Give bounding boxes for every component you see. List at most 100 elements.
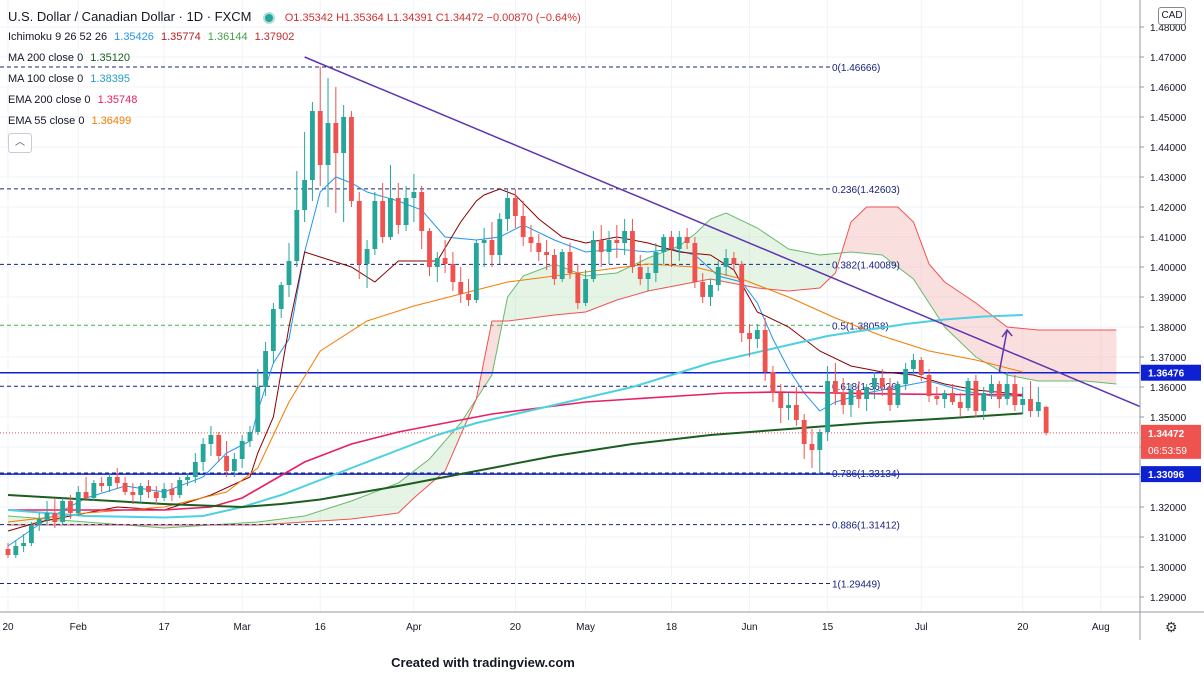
ichimoku-span-a-value: 1.36144 xyxy=(207,31,248,43)
price-tick-label: 1.44000 xyxy=(1150,143,1187,154)
legend-ema55[interactable]: EMA 55 close 0 1.36499 xyxy=(8,111,581,132)
currency-badge[interactable]: CAD xyxy=(1158,7,1186,25)
time-tick-label: Jun xyxy=(741,622,757,633)
candle-body xyxy=(622,231,628,243)
candle-body xyxy=(216,435,222,456)
candle-body xyxy=(388,198,393,237)
candle-body xyxy=(606,240,612,252)
drawings xyxy=(304,56,1187,427)
candle-body xyxy=(754,330,760,339)
candle-body xyxy=(5,549,11,555)
candle-body xyxy=(450,264,456,282)
ema200-label: EMA 200 close 0 xyxy=(8,94,91,106)
candle-body xyxy=(786,405,791,408)
time-tick-label: 20 xyxy=(510,622,522,633)
candle-body xyxy=(239,441,245,459)
price-tick-label: 1.29000 xyxy=(1150,593,1187,604)
candle-body xyxy=(13,546,19,555)
settings-gear-icon[interactable]: ⚙ xyxy=(1165,619,1178,635)
candle-body xyxy=(294,210,300,261)
legend-ma100[interactable]: MA 100 close 0 1.38395 xyxy=(8,69,581,90)
candle-body xyxy=(637,267,643,279)
legend-ema200[interactable]: EMA 200 close 0 1.35748 xyxy=(8,90,581,111)
cloud-bearish-area xyxy=(127,525,211,528)
candle-body xyxy=(942,393,948,399)
candle-body xyxy=(83,492,89,498)
candle-body xyxy=(153,492,159,498)
candle-body xyxy=(989,384,994,393)
candle-body xyxy=(676,237,682,249)
arrow-head xyxy=(1001,328,1013,338)
candle-body xyxy=(263,351,269,387)
candle-body xyxy=(551,255,557,279)
candle-body xyxy=(817,432,823,450)
candle-body xyxy=(442,258,448,264)
candle-body xyxy=(567,252,573,273)
price-tick-label: 1.38000 xyxy=(1150,323,1187,334)
legend-ichimoku[interactable]: Ichimoku 9 26 52 26 1.35426 1.35774 1.36… xyxy=(8,27,581,48)
candle-body xyxy=(130,492,136,495)
candle-body xyxy=(427,231,432,267)
price-tick-label: 1.43000 xyxy=(1150,173,1187,184)
candle-body xyxy=(996,384,1002,399)
legend-ma200[interactable]: MA 200 close 0 1.35120 xyxy=(8,48,581,69)
candle-body xyxy=(809,444,815,450)
time-tick-label: 15 xyxy=(822,622,834,633)
time-tick-label: 16 xyxy=(315,622,327,633)
ema200-value: 1.35748 xyxy=(97,94,138,106)
candle-body xyxy=(341,117,347,153)
candle-body xyxy=(770,372,776,393)
candle-body xyxy=(630,231,635,267)
candle-body xyxy=(583,279,589,303)
candle-body xyxy=(286,261,292,285)
ma200-value: 1.35120 xyxy=(90,52,131,64)
market-status-icon xyxy=(263,11,276,24)
level-price-label: 1.36476 xyxy=(1148,369,1185,380)
collapse-legend-button[interactable]: ︿ xyxy=(8,133,32,153)
candle-body xyxy=(169,489,175,495)
candle-body xyxy=(965,381,971,408)
footer-credit: Created with tradingview.com xyxy=(391,655,575,670)
candle-body xyxy=(419,192,425,231)
ema55-label: EMA 55 close 0 xyxy=(8,115,85,127)
candle-body xyxy=(731,258,737,264)
fib-level-label: 0.886(1.31412) xyxy=(832,521,900,532)
candle-body xyxy=(887,387,893,405)
candle-body xyxy=(146,486,151,492)
candle-body xyxy=(793,405,799,420)
candle-body xyxy=(918,360,924,375)
candle-body xyxy=(544,252,550,255)
price-tick-label: 1.37000 xyxy=(1150,353,1187,364)
candle-body xyxy=(309,111,315,180)
candle-body xyxy=(325,123,331,165)
candle-body xyxy=(364,249,370,264)
fib-level-label: 0.236(1.42603) xyxy=(832,185,900,196)
candle-body xyxy=(317,111,323,165)
arrow-shaft xyxy=(998,329,1008,373)
candle-body xyxy=(1035,402,1041,411)
symbol-title[interactable]: U.S. Dollar / Canadian Dollar · 1D · FXC… xyxy=(8,9,252,24)
candle-body xyxy=(856,390,862,399)
indicator-lines xyxy=(7,176,1023,547)
price-tick-label: 1.35000 xyxy=(1150,413,1187,424)
candle-body xyxy=(107,477,112,486)
candle-body xyxy=(434,258,440,267)
candle-body xyxy=(122,483,128,492)
candle-body xyxy=(192,462,198,477)
candle-body xyxy=(481,240,487,243)
candle-body xyxy=(684,237,690,243)
price-tick-label: 1.47000 xyxy=(1150,53,1187,64)
price-tick-label: 1.31000 xyxy=(1150,533,1187,544)
horizontal-levels xyxy=(0,371,1140,475)
candle-body xyxy=(1043,406,1049,433)
ohlc-values: O1.35342 H1.35364 L1.34391 C1.34472 −0.0… xyxy=(284,12,581,24)
fib-level-label: 1(1.29449) xyxy=(832,580,880,591)
candle-body xyxy=(747,333,752,339)
candle-body xyxy=(700,282,706,297)
candle-body xyxy=(825,381,831,432)
candle-body xyxy=(801,420,807,444)
candle-body xyxy=(411,192,417,198)
time-tick-label: Aug xyxy=(1092,622,1110,633)
